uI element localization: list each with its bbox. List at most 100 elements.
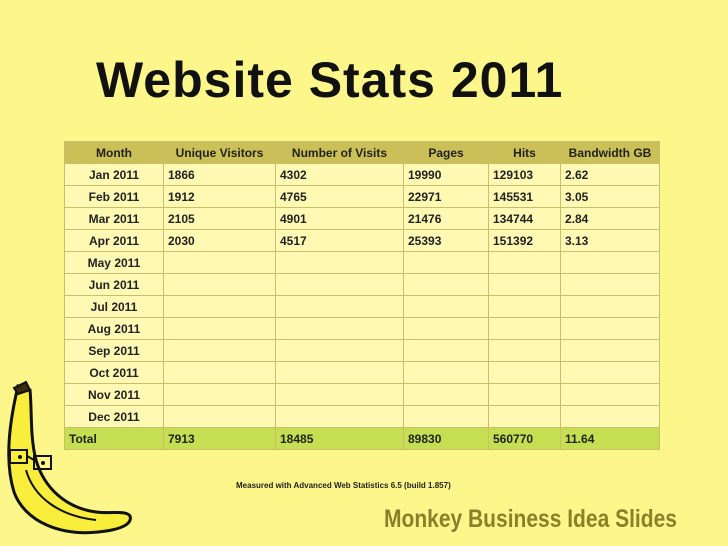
total-month: Total — [64, 427, 164, 450]
total-unique-visitors: 7913 — [163, 427, 276, 450]
cell-bandwidth — [560, 383, 660, 406]
table-row: Mar 2011 2105 4901 21476 134744 2.84 — [64, 207, 660, 230]
total-hits: 560770 — [488, 427, 561, 450]
table-row: Aug 2011 — [64, 317, 660, 340]
cell-number-of-visits — [275, 361, 404, 384]
cell-number-of-visits — [275, 251, 404, 274]
cell-bandwidth — [560, 295, 660, 318]
table-row: May 2011 — [64, 251, 660, 274]
cell-number-of-visits — [275, 317, 404, 340]
total-number-of-visits: 18485 — [275, 427, 404, 450]
table-row: Feb 2011 1912 4765 22971 145531 3.05 — [64, 185, 660, 208]
cell-unique-visitors — [163, 295, 276, 318]
table-row: Nov 2011 — [64, 383, 660, 406]
cell-month: Nov 2011 — [64, 383, 164, 406]
cell-pages — [403, 273, 489, 296]
cell-pages: 25393 — [403, 229, 489, 252]
cell-pages — [403, 405, 489, 428]
cell-pages — [403, 383, 489, 406]
cell-hits — [488, 405, 561, 428]
cell-hits — [488, 361, 561, 384]
cell-hits: 134744 — [488, 207, 561, 230]
cell-hits — [488, 317, 561, 340]
cell-hits: 129103 — [488, 163, 561, 186]
cell-unique-visitors: 1912 — [163, 185, 276, 208]
cell-hits — [488, 251, 561, 274]
cell-bandwidth — [560, 317, 660, 340]
cell-bandwidth: 3.05 — [560, 185, 660, 208]
table-body: Jan 2011 1866 4302 19990 129103 2.62 Feb 2011 1… — [64, 163, 660, 450]
cell-number-of-visits: 4901 — [275, 207, 404, 230]
cell-pages: 22971 — [403, 185, 489, 208]
cell-bandwidth: 3.13 — [560, 229, 660, 252]
cell-hits: 151392 — [488, 229, 561, 252]
cell-pages: 21476 — [403, 207, 489, 230]
cell-pages — [403, 251, 489, 274]
cell-unique-visitors — [163, 317, 276, 340]
cell-pages — [403, 339, 489, 362]
cell-pages: 19990 — [403, 163, 489, 186]
cell-month: Sep 2011 — [64, 339, 164, 362]
table-row: Jul 2011 — [64, 295, 660, 318]
stats-table: Month Unique Visitors Number of Visits P… — [64, 141, 660, 450]
cell-month: Apr 2011 — [64, 229, 164, 252]
banana-icon — [7, 380, 132, 535]
cell-hits — [488, 339, 561, 362]
cell-month: Oct 2011 — [64, 361, 164, 384]
cell-number-of-visits — [275, 383, 404, 406]
cell-unique-visitors — [163, 405, 276, 428]
cell-pages — [403, 361, 489, 384]
header-bandwidth: Bandwidth GB — [560, 141, 660, 164]
header-unique-visitors: Unique Visitors — [163, 141, 276, 164]
cell-number-of-visits — [275, 405, 404, 428]
header-number-of-visits: Number of Visits — [275, 141, 404, 164]
cell-hits — [488, 295, 561, 318]
table-row: Sep 2011 — [64, 339, 660, 362]
total-bandwidth: 11.64 — [560, 427, 660, 450]
cell-pages — [403, 295, 489, 318]
footnote: Measured with Advanced Web Statistics 6.… — [236, 481, 451, 490]
cell-unique-visitors — [163, 251, 276, 274]
table-row: Jun 2011 — [64, 273, 660, 296]
cell-hits — [488, 383, 561, 406]
cell-pages — [403, 317, 489, 340]
cell-number-of-visits: 4302 — [275, 163, 404, 186]
cell-number-of-visits — [275, 295, 404, 318]
cell-month: May 2011 — [64, 251, 164, 274]
cell-number-of-visits — [275, 339, 404, 362]
cell-bandwidth — [560, 405, 660, 428]
cell-unique-visitors — [163, 339, 276, 362]
cell-unique-visitors — [163, 383, 276, 406]
cell-unique-visitors: 2030 — [163, 229, 276, 252]
cell-hits — [488, 273, 561, 296]
cell-bandwidth: 2.84 — [560, 207, 660, 230]
cell-bandwidth — [560, 251, 660, 274]
cell-number-of-visits — [275, 273, 404, 296]
table-row: Jan 2011 1866 4302 19990 129103 2.62 — [64, 163, 660, 186]
cell-number-of-visits: 4517 — [275, 229, 404, 252]
header-pages: Pages — [403, 141, 489, 164]
table-header-row: Month Unique Visitors Number of Visits P… — [64, 141, 660, 164]
cell-bandwidth: 2.62 — [560, 163, 660, 186]
cell-unique-visitors: 1866 — [163, 163, 276, 186]
table-row: Oct 2011 — [64, 361, 660, 384]
cell-bandwidth — [560, 339, 660, 362]
table-row: Dec 2011 — [64, 405, 660, 428]
total-row: Total 7913 18485 89830 560770 11.64 — [64, 427, 660, 450]
cell-month: Mar 2011 — [64, 207, 164, 230]
cell-month: Dec 2011 — [64, 405, 164, 428]
cell-unique-visitors: 2105 — [163, 207, 276, 230]
cell-month: Jan 2011 — [64, 163, 164, 186]
cell-month: Aug 2011 — [64, 317, 164, 340]
cell-month: Jun 2011 — [64, 273, 164, 296]
cell-hits: 145531 — [488, 185, 561, 208]
cell-month: Jul 2011 — [64, 295, 164, 318]
cell-bandwidth — [560, 273, 660, 296]
header-hits: Hits — [488, 141, 561, 164]
slide-title: Website Stats 2011 — [96, 52, 564, 108]
header-month: Month — [64, 141, 164, 164]
cell-unique-visitors — [163, 361, 276, 384]
total-pages: 89830 — [403, 427, 489, 450]
table-row: Apr 2011 2030 4517 25393 151392 3.13 — [64, 229, 660, 252]
cell-bandwidth — [560, 361, 660, 384]
